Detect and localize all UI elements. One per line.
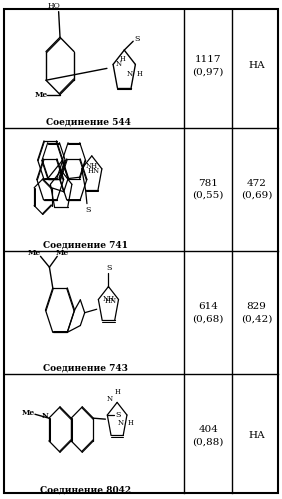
Text: S: S <box>85 206 91 214</box>
Text: Me: Me <box>56 250 69 257</box>
Text: Me: Me <box>28 250 41 257</box>
Text: NH: NH <box>86 162 98 170</box>
Text: H: H <box>137 70 142 78</box>
Text: N: N <box>107 395 113 403</box>
Text: Соединение 743: Соединение 743 <box>43 364 128 373</box>
Text: НА: НА <box>248 432 265 441</box>
Text: S: S <box>107 264 112 272</box>
Text: H: H <box>119 54 125 62</box>
Text: H: H <box>114 388 120 396</box>
Text: N: N <box>115 60 122 68</box>
Text: 781
(0,55): 781 (0,55) <box>193 179 224 200</box>
Text: H: H <box>128 419 134 427</box>
Text: 829
(0,42): 829 (0,42) <box>241 302 272 323</box>
Text: 614
(0,68): 614 (0,68) <box>193 302 224 323</box>
Text: HO: HO <box>47 1 60 9</box>
Text: 472
(0,69): 472 (0,69) <box>241 179 272 200</box>
Text: Соединение 741: Соединение 741 <box>43 241 128 250</box>
Text: 404
(0,88): 404 (0,88) <box>193 425 224 447</box>
Text: S: S <box>134 35 140 43</box>
Text: N: N <box>42 412 49 420</box>
Text: S: S <box>115 411 120 419</box>
Text: N: N <box>118 419 124 427</box>
Text: HN: HN <box>88 167 100 175</box>
Text: Соединение 8042: Соединение 8042 <box>39 486 131 495</box>
Text: Me: Me <box>22 409 35 417</box>
Text: N: N <box>127 70 133 78</box>
Text: NH: NH <box>103 294 115 302</box>
Text: HN: HN <box>104 297 116 305</box>
Text: НА: НА <box>248 61 265 70</box>
Text: Соединение 544: Соединение 544 <box>45 117 130 126</box>
Text: 1117
(0,97): 1117 (0,97) <box>193 55 224 77</box>
Text: Me: Me <box>35 90 48 98</box>
